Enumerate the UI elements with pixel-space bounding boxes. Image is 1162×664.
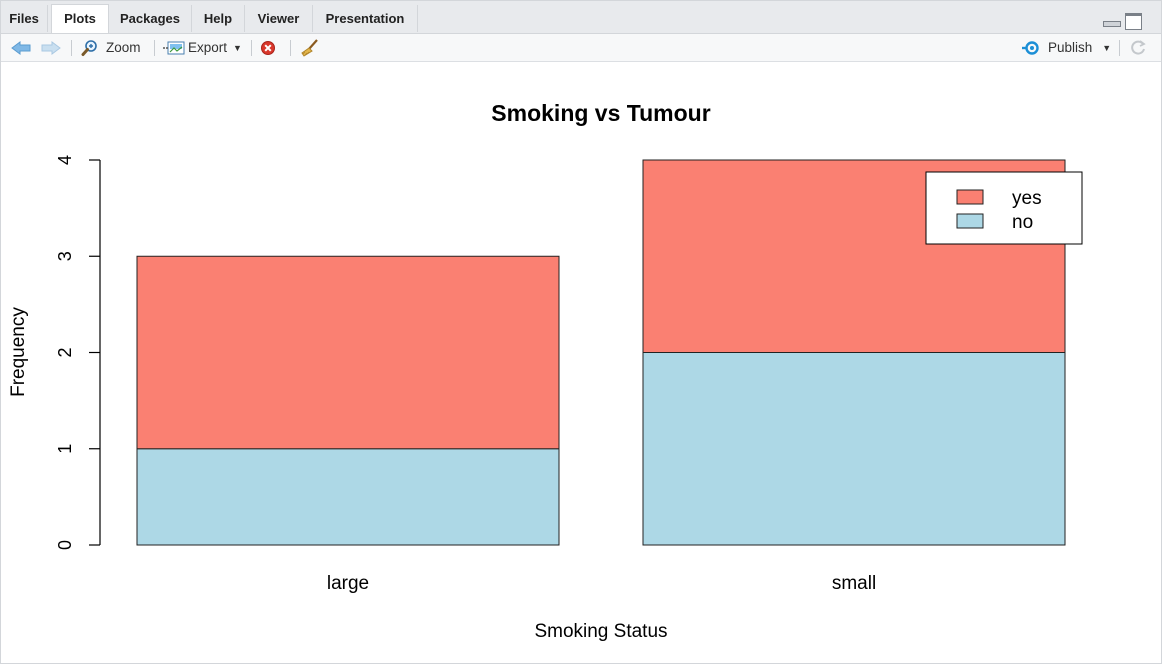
- tab-files[interactable]: Files: [1, 5, 48, 32]
- back-arrow-icon: [11, 40, 31, 55]
- y-tick-label: 2: [55, 347, 75, 357]
- publish-button[interactable]: Publish ▼: [1021, 34, 1111, 61]
- legend-label-no: no: [1012, 212, 1033, 233]
- legend-box: [925, 171, 1083, 245]
- y-axis-label: Frequency: [8, 307, 29, 397]
- refresh-button[interactable]: [1129, 34, 1147, 61]
- bar-large-no: [136, 448, 560, 546]
- x-axis-label: Smoking Status: [534, 621, 667, 642]
- zoom-icon: [81, 39, 97, 56]
- legend-label-yes: yes: [1012, 188, 1042, 209]
- toolbar-separator: [251, 40, 252, 56]
- export-icon: [163, 41, 185, 54]
- broom-icon: [301, 38, 318, 57]
- remove-plot-button[interactable]: [260, 34, 276, 61]
- tab-strip: Files Plots Packages Help Viewer Present…: [1, 1, 1161, 34]
- legend-swatch-yes: [956, 189, 984, 205]
- toolbar-separator: [1119, 40, 1120, 56]
- x-tick-label: large: [327, 573, 369, 594]
- tab-presentation[interactable]: Presentation: [313, 5, 418, 32]
- chevron-down-icon: ▼: [233, 42, 242, 53]
- maximize-pane-icon[interactable]: [1125, 13, 1142, 30]
- y-tick-label: 4: [55, 155, 75, 165]
- forward-arrow-icon: [41, 40, 61, 55]
- export-button[interactable]: Export ▼: [163, 34, 242, 61]
- zoom-label: Zoom: [106, 40, 141, 55]
- x-tick-label: small: [832, 573, 876, 594]
- toolbar-separator: [71, 40, 72, 56]
- y-tick-label: 3: [55, 251, 75, 261]
- plots-toolbar: Zoom Export ▼ Publish ▼: [1, 34, 1161, 62]
- clear-plots-button[interactable]: [299, 34, 319, 61]
- chart-title: Smoking vs Tumour: [491, 100, 710, 126]
- zoom-button[interactable]: Zoom: [81, 34, 141, 61]
- publish-icon: [1022, 40, 1039, 55]
- bar-chart: Smoking vs Tumour Smoking Status Frequen…: [8, 100, 1083, 642]
- tab-viewer[interactable]: Viewer: [245, 5, 313, 32]
- chevron-down-icon[interactable]: ▼: [1102, 42, 1112, 53]
- export-label: Export: [188, 40, 228, 55]
- remove-plot-icon: [261, 40, 275, 55]
- plot-area: Smoking vs Tumour Smoking Status Frequen…: [1, 62, 1161, 663]
- toolbar-separator: [290, 40, 291, 56]
- legend-swatch-no: [956, 213, 984, 229]
- bar-large-yes: [136, 255, 560, 450]
- toolbar-separator: [154, 40, 155, 56]
- bar-small-no: [642, 352, 1066, 546]
- y-tick-label: 0: [55, 540, 75, 550]
- publish-label: Publish: [1048, 40, 1093, 55]
- tab-help[interactable]: Help: [192, 5, 245, 32]
- minimize-pane-icon[interactable]: [1103, 21, 1121, 27]
- y-tick-label: 1: [55, 444, 75, 454]
- back-button[interactable]: [11, 34, 31, 61]
- refresh-icon: [1131, 39, 1146, 55]
- forward-button[interactable]: [41, 34, 61, 61]
- tab-plots[interactable]: Plots: [51, 4, 109, 33]
- tab-packages[interactable]: Packages: [109, 5, 192, 32]
